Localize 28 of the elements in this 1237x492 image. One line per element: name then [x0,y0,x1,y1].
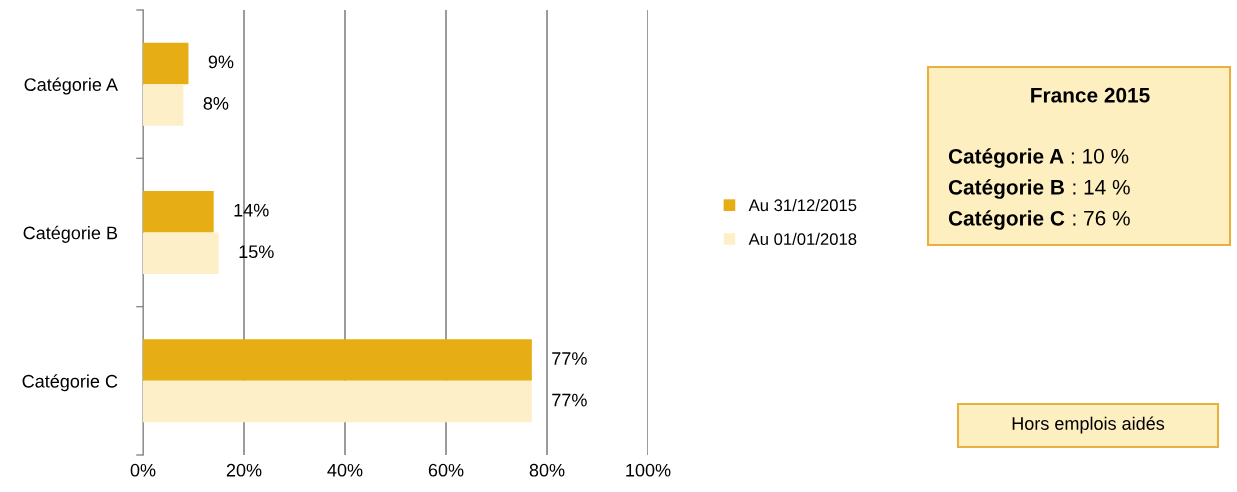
bar [143,232,219,275]
x-tick-label: 0% [130,463,156,477]
x-tick-label: 80% [529,463,565,477]
data-label: 15% [239,245,274,259]
data-label: 9% [208,55,234,69]
y-tick-label: Catégorie A [24,77,118,95]
data-label: 77% [552,352,587,365]
text: Catégorie C : 76 % [948,210,1130,230]
legend-label: Au 31/12/2015 [748,198,857,212]
x-tick-label: 100% [626,463,671,477]
data-label: 14% [234,203,269,217]
bar [143,339,532,381]
x-tick-label: 40% [327,463,363,477]
legend-label: Au 01/01/2018 [748,232,857,246]
x-tick-label: 20% [226,463,262,477]
data-label: 77% [552,393,587,407]
bar [143,84,184,126]
bar [143,190,214,233]
text: Hors emplois aidés [1012,416,1165,434]
x-tick-label: 60% [428,463,464,477]
data-label: 8% [203,96,229,110]
bar [143,42,189,85]
text: Catégorie A : 10 % [948,148,1129,168]
y-tick-label: Catégorie B [23,225,118,243]
text: France 2015 [1031,87,1150,103]
y-tick-label: Catégorie C [22,374,118,392]
bar [143,380,532,423]
text: Catégorie B : 14 % [948,179,1130,199]
